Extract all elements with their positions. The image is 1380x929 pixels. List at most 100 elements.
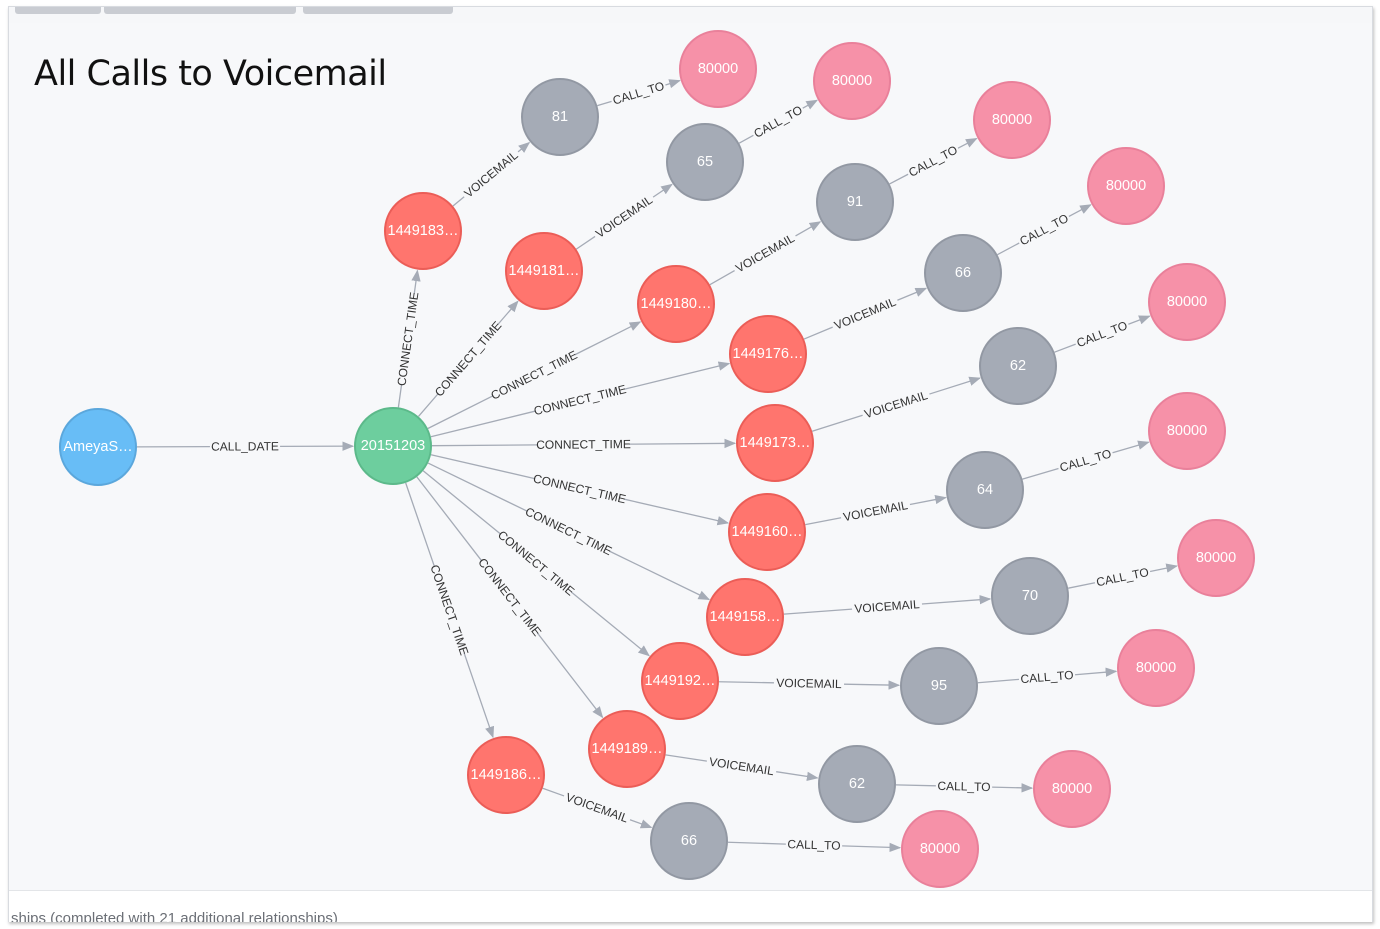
node-voicemail-v10[interactable]: 66 [650,802,728,880]
edge-line [1068,582,1096,589]
node-call-c9[interactable]: 1449189… [588,710,666,788]
status-bar: ships (completed with 21 additional rela… [9,890,1372,922]
relationship-v10-n10[interactable]: CALL_TO [727,837,902,853]
relationship-c9-v9[interactable]: VOICEMAIL [665,754,819,782]
edge-line [977,678,1020,684]
node-voicemail-v7[interactable]: 70 [991,557,1069,635]
relationship-date-c4[interactable]: CONNECT_TIME [430,361,731,438]
relationship-v6-n6[interactable]: CALL_TO [1022,440,1150,480]
edge-label: VOICEMAIL [863,388,930,421]
node-label: 80000 [920,841,960,857]
relationship-c5-v5[interactable]: VOICEMAIL [811,376,981,432]
node-voicemail-v2[interactable]: 65 [666,123,744,201]
relationship-c7-v7[interactable]: VOICEMAIL [783,595,992,616]
node-call-c7[interactable]: 1449158… [706,578,784,656]
edge-line [422,470,502,535]
node-number-n10[interactable]: 80000 [901,810,979,888]
node-voicemail-v9[interactable]: 62 [818,745,896,823]
relationship-v9-n9[interactable]: CALL_TO [895,779,1034,794]
nodes-layer: AmeyaS… 20151203 1449183… 1449181… 1449180… 1… [59,30,1255,888]
node-number-n3[interactable]: 80000 [973,81,1051,159]
relationship-v3-n3[interactable]: CALL_TO [889,137,978,185]
node-call-c3[interactable]: 1449180… [637,265,715,343]
node-voicemail-v8[interactable]: 95 [900,647,978,725]
relationship-date-c5[interactable]: CONNECT_TIME [431,437,737,452]
edge-line [452,196,465,207]
relationship-v4-n4[interactable]: CALL_TO [997,204,1092,256]
node-call-c10[interactable]: 1449186… [467,736,545,814]
node-label: AmeyaS… [63,439,132,455]
node-number-n9[interactable]: 80000 [1033,750,1111,828]
node-number-n4[interactable]: 80000 [1087,147,1165,225]
tab-1[interactable] [15,7,101,14]
node-label: 80000 [1052,781,1092,797]
node-call-c8[interactable]: 1449192… [641,642,719,720]
relationship-c4-v4[interactable]: VOICEMAIL [803,287,928,340]
node-voicemail-v6[interactable]: 64 [946,451,1024,529]
node-voicemail-v1[interactable]: 81 [521,78,599,156]
edge-label: VOICEMAIL [593,192,655,240]
node-call-c6[interactable]: 1449160… [728,493,806,571]
node-circle [1117,629,1195,707]
node-number-n5[interactable]: 80000 [1148,263,1226,341]
node-person-person[interactable]: AmeyaS… [59,408,137,486]
edge-arrow [897,287,928,301]
relationship-date-c10[interactable]: CONNECT_TIME [405,482,495,739]
node-label: 62 [849,776,865,792]
relationship-c2-v2[interactable]: VOICEMAIL [575,183,673,250]
tab-3[interactable] [303,7,453,14]
node-label: 1449176… [733,346,804,362]
node-call-c1[interactable]: 1449183… [384,192,462,270]
relationship-c10-v10[interactable]: VOICEMAIL [542,787,653,829]
edge-line [417,392,440,417]
node-circle [946,451,1024,529]
node-label: 1449180… [641,296,712,312]
node-circle [973,81,1051,159]
relationship-person-date[interactable]: CALL_DATE [136,439,355,454]
node-label: 1449183… [388,223,459,239]
node-call-c2[interactable]: 1449181… [505,232,583,310]
node-number-n7[interactable]: 80000 [1177,519,1255,597]
relationship-date-c1[interactable]: CONNECT_TIME [394,269,421,408]
edge-arrow [497,300,519,325]
edge-line [718,681,774,684]
edge-label: CALL_TO [906,143,960,180]
relationship-v8-n8[interactable]: CALL_TO [977,667,1118,686]
edge-line [427,395,494,430]
node-voicemail-v4[interactable]: 66 [924,234,1002,312]
tab-2[interactable] [104,7,296,14]
node-call-c4[interactable]: 1449176… [729,315,807,393]
edge-label: CALL_DATE [211,439,279,453]
relationship-v7-n7[interactable]: CALL_TO [1068,563,1178,589]
relationship-v5-n5[interactable]: CALL_TO [1054,315,1151,353]
node-number-n2[interactable]: 80000 [813,42,891,120]
relationship-c3-v3[interactable]: VOICEMAIL [709,221,822,286]
node-circle [650,802,728,880]
edge-arrow [1128,315,1151,325]
relationship-c8-v8[interactable]: VOICEMAIL [718,676,901,691]
relationship-v1-n1[interactable]: CALL_TO [597,79,681,108]
edge-line [889,173,909,185]
relationship-c1-v1[interactable]: VOICEMAIL [452,141,531,207]
edge-arrow [629,819,653,829]
node-voicemail-v3[interactable]: 91 [816,163,894,241]
edge-label: CALL_TO [611,79,666,108]
relationship-c6-v6[interactable]: VOICEMAIL [805,494,947,526]
node-date-date[interactable]: 20151203 [354,407,432,485]
edge-label: VOICEMAIL [776,676,842,691]
edge-arrow [1068,204,1092,218]
node-voicemail-v5[interactable]: 62 [979,327,1057,405]
edge-line [803,326,833,340]
relationship-date-c2[interactable]: CONNECT_TIME [417,300,519,417]
node-number-n1[interactable]: 80000 [679,30,757,108]
edge-line [427,462,528,513]
node-label: 70 [1022,588,1038,604]
node-call-c5[interactable]: 1449173… [736,404,814,482]
edge-line [1054,343,1076,353]
relationship-v2-n2[interactable]: CALL_TO [738,99,818,144]
node-number-n8[interactable]: 80000 [1117,629,1195,707]
edge-arrow [665,79,681,89]
node-number-n6[interactable]: 80000 [1148,392,1226,470]
edge-arrow [1149,563,1178,573]
